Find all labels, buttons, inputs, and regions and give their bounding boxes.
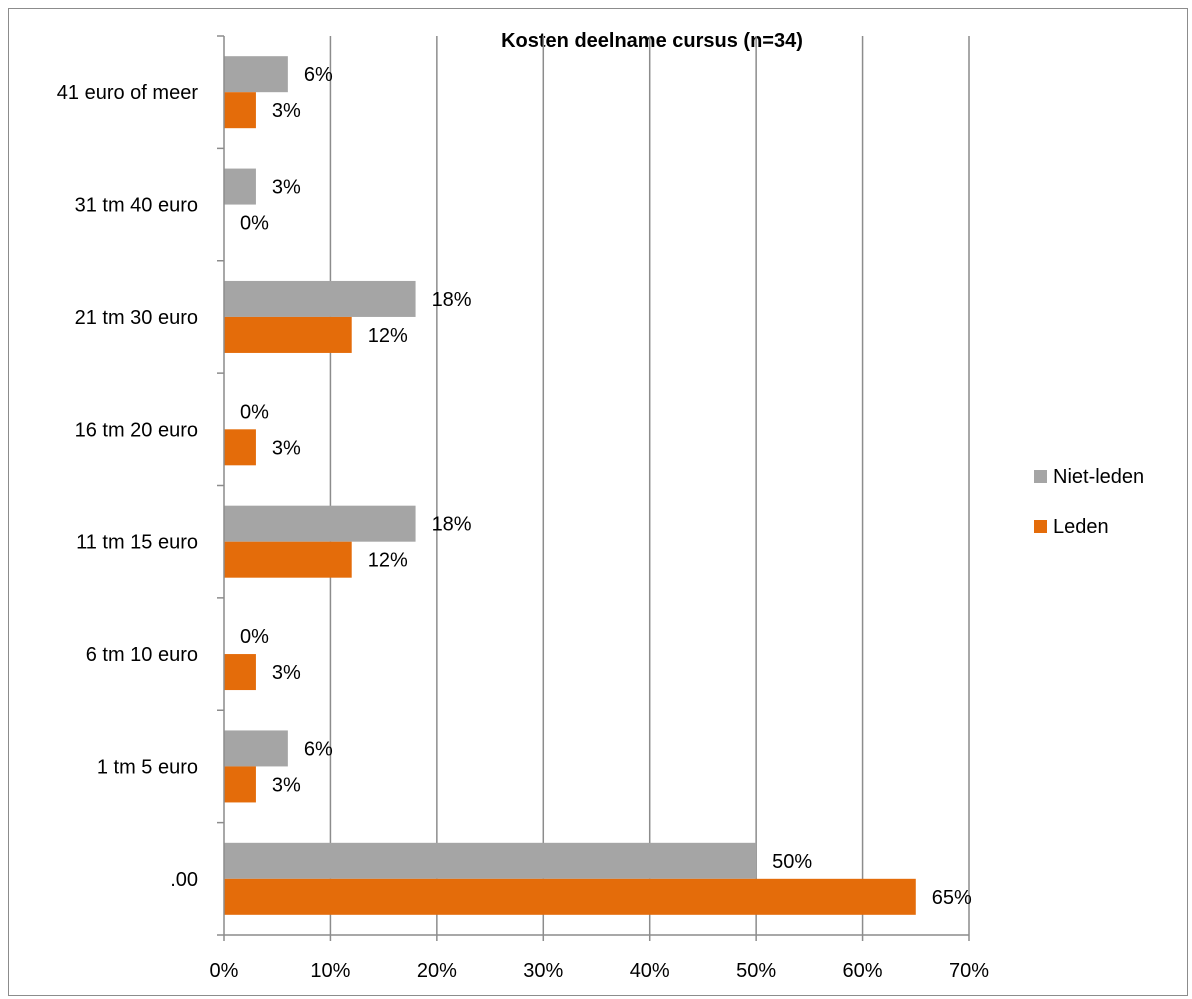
data-label-niet-leden: 18% [432,514,472,536]
x-tick-label: 20% [417,960,457,982]
data-label-niet-leden: 0% [240,401,269,423]
y-tick-label: 11 tm 15 euro [76,532,198,554]
data-label-niet-leden: 6% [304,64,333,86]
bar-niet-leden-1-tm-5-euro [224,730,288,767]
bar-leden-41-euro-of-meer [224,92,256,129]
y-tick-label: 1 tm 5 euro [97,756,198,778]
data-label-leden: 3% [272,437,301,459]
data-label-leden: 0% [240,213,269,235]
data-label-niet-leden: 3% [272,177,301,199]
data-label-leden: 12% [368,325,408,347]
bar-leden-1-tm-5-euro [224,766,256,803]
bar-leden-16-tm-20-euro [224,429,256,466]
bars: 50%65%6%3%0%3%18%12%0%3%18%12%3%0%6%3% [224,56,972,915]
y-tick-label: 41 euro of meer [57,82,199,104]
data-label-leden: 3% [272,662,301,684]
x-tick-label: 0% [210,960,239,982]
data-label-leden: 12% [368,550,408,572]
y-tick-label: 16 tm 20 euro [75,419,198,441]
bar-niet-leden-21-tm-30-euro [224,280,416,317]
legend-swatch-leden [1034,520,1047,533]
data-label-niet-leden: 50% [772,851,812,873]
bar-niet-leden-00 [224,842,757,879]
legend: Niet-leden Leden [1034,466,1144,538]
chart-title: Kosten deelname cursus (n=34) [501,30,803,52]
data-label-leden: 3% [272,100,301,122]
x-tick-label: 10% [310,960,350,982]
x-tick-label: 40% [630,960,670,982]
y-tick-label: .00 [170,869,198,891]
chart-frame [8,8,1188,996]
legend-label-leden: Leden [1053,516,1109,538]
data-label-niet-leden: 18% [432,289,472,311]
bar-niet-leden-31-tm-40-euro [224,168,256,205]
bar-niet-leden-11-tm-15-euro [224,505,416,542]
data-label-niet-leden: 0% [240,626,269,648]
axes: 0% 10% 20% 30% 40% 50% 60% 70% .00 1 tm 5 euro 6 t… [57,35,989,982]
data-label-leden: 65% [932,887,972,909]
x-tick-label: 70% [949,960,989,982]
bar-leden-6-tm-10-euro [224,654,256,691]
legend-swatch-niet-leden [1034,470,1047,483]
x-tick-label: 50% [736,960,776,982]
y-tick-label: 21 tm 30 euro [75,307,198,329]
legend-label-niet-leden: Niet-leden [1053,466,1144,488]
bar-niet-leden-41-euro-of-meer [224,56,288,93]
y-tick-label: 31 tm 40 euro [75,195,198,217]
data-label-niet-leden: 6% [304,738,333,760]
gridlines [329,36,970,935]
bar-leden-00 [224,878,916,915]
x-tick-label: 30% [523,960,563,982]
bar-leden-11-tm-15-euro [224,541,352,578]
y-tick-label: 6 tm 10 euro [86,644,198,666]
bar-leden-21-tm-30-euro [224,316,352,353]
data-label-leden: 3% [272,774,301,796]
x-tick-label: 60% [843,960,883,982]
